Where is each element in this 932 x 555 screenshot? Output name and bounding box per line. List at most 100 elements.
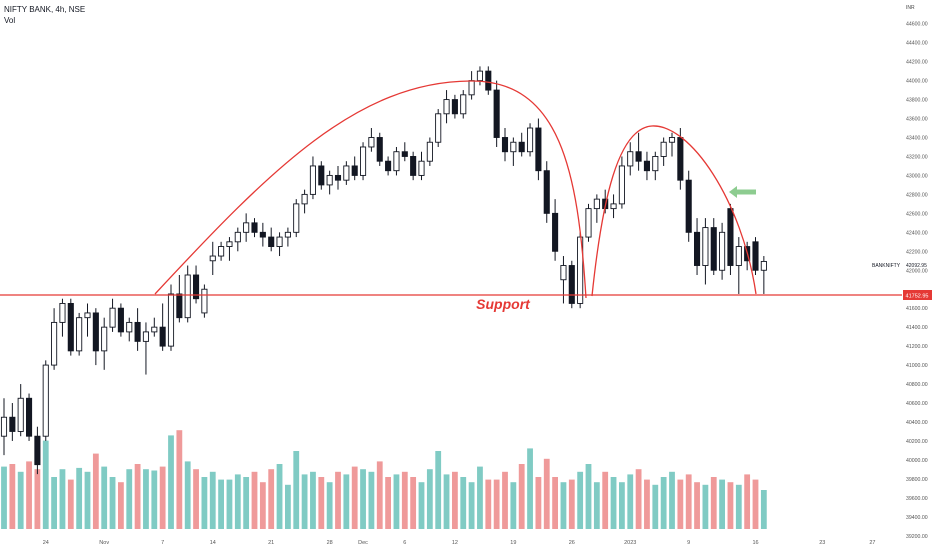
candle — [268, 227, 275, 252]
candle-body — [694, 231, 701, 266]
volume-bar — [669, 471, 675, 529]
candle-body — [418, 160, 425, 176]
candle-body — [719, 231, 726, 271]
y-tick-label: 42400.00 — [906, 230, 928, 236]
volume-bar — [760, 490, 767, 529]
candle — [351, 156, 358, 181]
volume-bar — [652, 484, 659, 529]
y-tick-label: 43400.00 — [906, 136, 928, 142]
volume-bar — [226, 479, 233, 529]
candle — [652, 151, 659, 181]
y-tick-label: 40600.00 — [906, 401, 928, 407]
candle — [334, 165, 342, 190]
candle — [126, 317, 133, 342]
y-tick-label: 41000.00 — [906, 363, 928, 369]
candle — [710, 218, 717, 275]
candle-body — [660, 141, 667, 157]
volume-bar — [568, 479, 575, 529]
candle-body — [42, 364, 49, 437]
candle-body — [276, 236, 283, 248]
volume-bar — [168, 435, 174, 529]
candle — [668, 132, 676, 157]
volume-bar — [677, 479, 684, 529]
candle-body — [610, 203, 617, 210]
candle — [293, 199, 300, 238]
candle — [552, 199, 559, 261]
y-tick-label: 44200.00 — [906, 60, 928, 66]
candle — [9, 403, 16, 441]
symbol-title: NIFTY BANK, 4h, NSE — [4, 5, 86, 14]
volume-bar — [426, 469, 433, 529]
candle — [243, 213, 250, 242]
candle — [284, 227, 291, 247]
candle-body — [527, 127, 534, 153]
y-tick-label: 43800.00 — [906, 98, 928, 104]
last-price-symbol: BANKNIFTY — [872, 263, 901, 269]
time-axis: 24 Nov 7 14 21 28 Dec 6 12 19 26 2023 9 16 23 27 — [43, 540, 876, 546]
candle — [59, 298, 66, 337]
candle-body — [652, 156, 659, 172]
volume-bar — [134, 464, 141, 529]
candle — [276, 232, 283, 257]
volume-bar — [218, 479, 224, 529]
candle — [101, 317, 108, 370]
support-price-value: 41752.95 — [906, 294, 929, 300]
x-tick-label: 24 — [43, 540, 49, 546]
volume-bar — [502, 471, 508, 529]
volume-bar — [585, 464, 592, 529]
green-arrow-icon — [729, 186, 756, 198]
last-price-value: 42092.95 — [906, 263, 927, 269]
volume-bar — [318, 477, 325, 529]
candle — [76, 312, 83, 356]
candle — [485, 66, 492, 95]
candle-body — [510, 141, 517, 153]
x-tick-label: 27 — [869, 540, 875, 546]
candle-body — [84, 312, 91, 319]
candle — [451, 94, 458, 119]
candle — [401, 142, 408, 162]
volume-bar — [435, 451, 442, 529]
y-tick-label: 41400.00 — [906, 325, 928, 331]
candle-body — [760, 260, 767, 271]
candle-body — [26, 397, 33, 437]
volume-bar — [51, 477, 57, 529]
volume-bar — [209, 471, 216, 529]
candle-body — [577, 236, 584, 304]
candle-body — [585, 208, 592, 238]
volume-bar — [176, 430, 183, 529]
x-tick-label: 14 — [210, 540, 216, 546]
volume-bar — [9, 464, 16, 529]
candle-body — [401, 151, 408, 157]
support-price-tag: 41752.95 — [903, 290, 932, 300]
volume-bar — [326, 482, 333, 529]
candle-body — [243, 222, 250, 233]
candle — [84, 303, 91, 337]
candle-body — [92, 312, 99, 352]
candle — [393, 146, 400, 176]
candle-body — [101, 326, 108, 352]
volume-bar — [702, 484, 709, 529]
volume-bar — [17, 471, 24, 529]
candle — [443, 90, 450, 124]
candle-body — [635, 151, 642, 162]
candle-body — [501, 137, 509, 153]
candle — [602, 189, 609, 214]
volume-bar — [243, 477, 250, 529]
volume-bar — [76, 467, 83, 529]
x-tick-label: 9 — [687, 540, 690, 546]
candle-body — [76, 317, 83, 352]
candle — [368, 128, 375, 152]
candle-body — [192, 274, 200, 300]
candle-body — [410, 156, 417, 176]
candle-body — [334, 174, 342, 181]
candle — [51, 308, 58, 370]
volume-bar — [543, 458, 550, 529]
candle-body — [259, 231, 266, 238]
y-tick-label: 42600.00 — [906, 211, 928, 217]
candle-body — [226, 241, 233, 248]
candle-body — [134, 321, 141, 342]
candlesticks — [0, 66, 767, 475]
volume-bar — [560, 482, 567, 529]
